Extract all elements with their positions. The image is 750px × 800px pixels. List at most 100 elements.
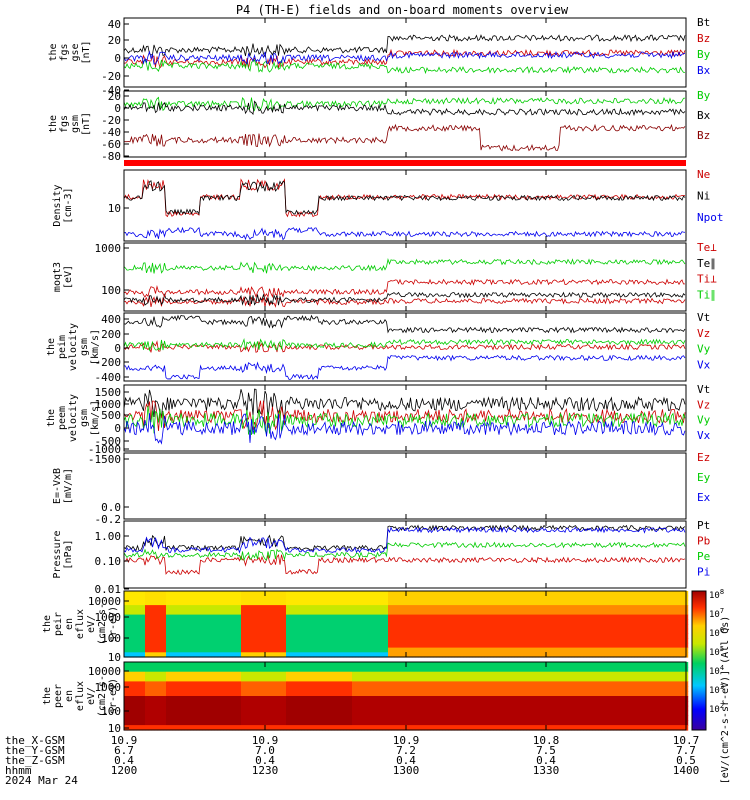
spectrogram-cell <box>640 595 644 601</box>
y-tick-label: 0 <box>114 422 121 435</box>
spectrogram-cell <box>595 619 599 625</box>
spectrogram-cell <box>655 647 659 653</box>
spectrogram-cell <box>403 691 407 697</box>
spectrogram-cell <box>172 642 176 649</box>
spectrogram-cell <box>169 633 173 639</box>
spectrogram-cell <box>424 720 428 726</box>
spectrogram-cell <box>502 595 506 601</box>
spectrogram-cell <box>268 681 272 687</box>
spectrogram-cell <box>355 662 359 668</box>
spectrogram-cell <box>166 609 170 616</box>
spectrogram-cell <box>343 715 347 721</box>
spectrogram-cell <box>403 600 407 606</box>
spectrogram-cell <box>319 662 323 668</box>
spectrogram-cell <box>271 691 275 697</box>
spectrogram-cell <box>619 591 623 597</box>
spectrogram-cell <box>220 700 224 707</box>
spectrogram-cell <box>553 600 557 606</box>
spectrogram-cell <box>532 633 536 639</box>
spectrogram-cell <box>316 662 320 668</box>
spectrogram-cell <box>238 591 242 597</box>
spectrogram-cell <box>217 605 221 611</box>
spectrogram-cell <box>682 605 686 611</box>
spectrogram-cell <box>310 624 314 630</box>
spectrogram-cell <box>502 681 506 687</box>
spectrogram-cell <box>226 725 230 731</box>
spectrogram-cell <box>208 600 212 606</box>
spectrogram-cell <box>136 633 140 639</box>
spectrogram-cell <box>394 671 398 678</box>
spectrogram-cell <box>379 700 383 707</box>
spectrogram-cell <box>499 591 503 597</box>
spectrogram-cell <box>553 715 557 721</box>
spectrogram-cell <box>544 720 548 726</box>
spectrogram-cell <box>280 595 284 601</box>
spectrogram-cell <box>562 628 566 634</box>
spectrogram-cell <box>379 619 383 625</box>
spectrogram-cell <box>295 600 299 606</box>
spectrogram-cell <box>346 642 350 649</box>
spectrogram-cell <box>454 614 458 620</box>
spectrogram-cell <box>451 676 455 683</box>
spectrogram-cell <box>313 705 317 712</box>
spectrogram-cell <box>364 691 368 697</box>
spectrogram-cell <box>211 628 215 634</box>
spectrogram-cell <box>196 647 200 653</box>
spectrogram-cell <box>541 715 545 721</box>
spectrogram-cell <box>187 671 191 678</box>
spectrogram-cell <box>343 647 347 653</box>
spectrogram-cell <box>223 666 227 673</box>
spectrogram-cell <box>541 605 545 611</box>
spectrogram-cell <box>193 642 197 649</box>
spectrogram-cell <box>235 700 239 707</box>
spectrogram-cell <box>289 681 293 687</box>
spectrogram-cell <box>361 638 365 644</box>
spectrogram-cell <box>256 595 260 601</box>
spectrogram-cell <box>658 633 662 639</box>
spectrogram-cell <box>559 705 563 712</box>
spectrogram-cell <box>163 700 167 707</box>
spectrogram-cell <box>247 691 251 697</box>
spectrogram-cell <box>295 614 299 620</box>
spectrogram-cell <box>364 710 368 717</box>
spectrogram-cell <box>172 652 176 658</box>
spectrogram-cell <box>238 676 242 683</box>
spectrogram-cell <box>151 605 155 611</box>
spectrogram-cell <box>631 642 635 649</box>
spectrogram-cell <box>232 676 236 683</box>
spectrogram-cell <box>235 605 239 611</box>
spectrogram-cell <box>286 662 290 668</box>
spectrogram-cell <box>526 647 530 653</box>
spectrogram-cell <box>493 591 497 597</box>
spectrogram-cell <box>520 652 524 658</box>
spectrogram-cell <box>535 595 539 601</box>
spectrogram-cell <box>427 642 431 649</box>
spectrogram-cell <box>565 624 569 630</box>
spectrogram-cell <box>625 624 629 630</box>
spectrogram-cell <box>235 609 239 616</box>
spectrogram-cell <box>673 647 677 653</box>
spectrogram-cell <box>286 633 290 639</box>
spectrogram-cell <box>364 619 368 625</box>
spectrogram-cell <box>526 600 530 606</box>
spectrogram-cell <box>190 710 194 717</box>
spectrogram-cell <box>319 696 323 702</box>
spectrogram-cell <box>145 614 149 620</box>
spectrogram-cell <box>253 638 257 644</box>
spectrogram-cell <box>685 647 689 653</box>
spectrogram-cell <box>424 600 428 606</box>
spectrogram-cell <box>568 628 572 634</box>
spectrogram-cell <box>652 638 656 644</box>
spectrogram-cell <box>442 705 446 712</box>
spectrogram-cell <box>679 605 683 611</box>
spectrogram-cell <box>358 647 362 653</box>
spectrogram-cell <box>490 614 494 620</box>
spectrogram-cell <box>532 686 536 692</box>
spectrogram-cell <box>235 691 239 697</box>
spectrogram-cell <box>373 633 377 639</box>
spectrogram-cell <box>328 705 332 712</box>
spectrogram-cell <box>289 595 293 601</box>
spectrogram-cell <box>388 595 392 601</box>
spectrogram-cell <box>316 720 320 726</box>
